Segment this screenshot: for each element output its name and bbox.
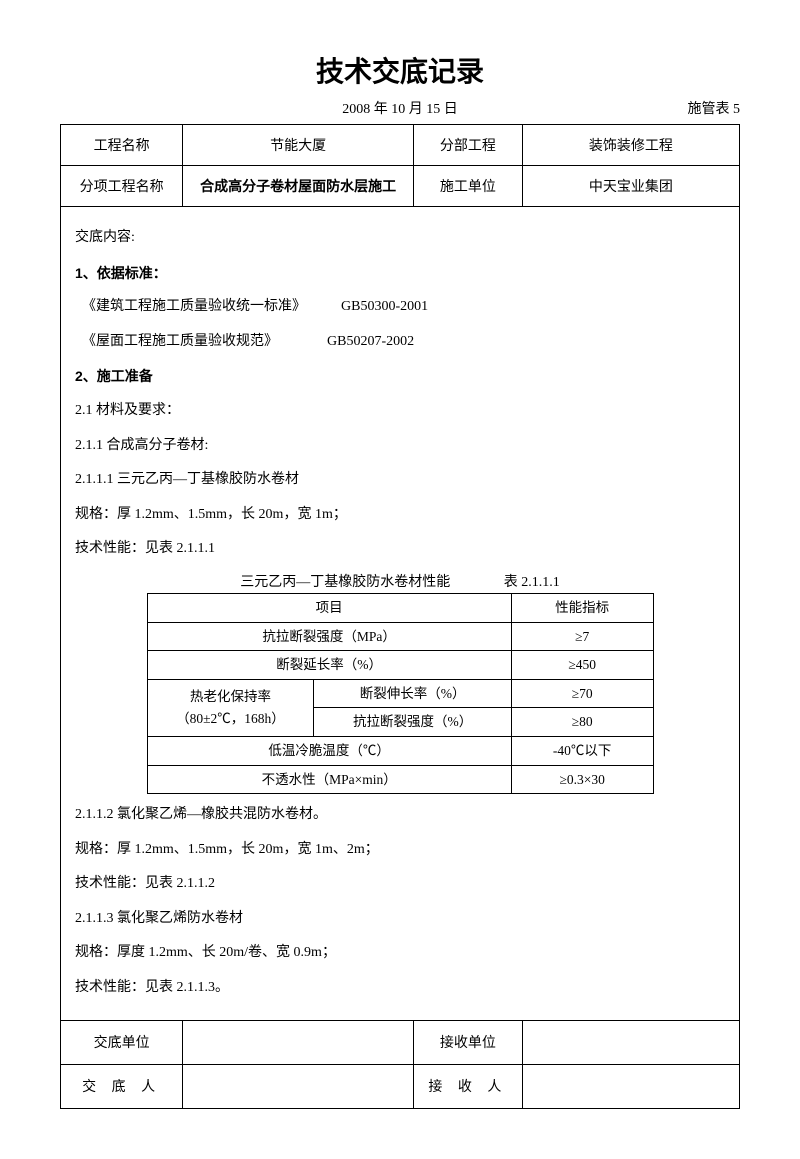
p-2-1-1-1-spec: 规格：厚 1.2mm、1.5mm，长 20m，宽 1m； — [75, 502, 725, 529]
inner-r2-item: 断裂延长率（%） — [147, 651, 511, 680]
inner-r1-item: 抗拉断裂强度（MPa） — [147, 622, 511, 651]
doc-title: 技术交底记录 — [60, 50, 740, 90]
inner-r3b-item: 抗拉断裂强度（%） — [314, 708, 511, 737]
recv-unit-label: 接收单位 — [414, 1020, 523, 1064]
send-person-value — [183, 1064, 414, 1108]
content-heading: 交底内容: — [75, 225, 725, 252]
p-2-1-1-2: 2.1.1.2 氯化聚乙烯—橡胶共混防水卷材。 — [75, 802, 725, 829]
p-2-1-1-1-perf: 技术性能：见表 2.1.1.1 — [75, 536, 725, 563]
division-label: 分部工程 — [414, 125, 523, 166]
inner-header-item: 项目 — [147, 593, 511, 622]
footer-row-2: 交 底 人 接 收 人 — [61, 1064, 740, 1108]
project-name: 节能大厦 — [183, 125, 414, 166]
inner-r3a-val: ≥70 — [511, 679, 653, 708]
inner-r5-val: ≥0.3×30 — [511, 765, 653, 794]
subitem-value: 合成高分子卷材屋面防水层施工 — [183, 166, 414, 207]
standard-2: 《屋面工程施工质量验收规范》 GB50207-2002 — [75, 329, 725, 356]
inner-r2-val: ≥450 — [511, 651, 653, 680]
inner-caption-right: 表 2.1.1.1 — [504, 575, 560, 590]
recv-person-label: 接 收 人 — [414, 1064, 523, 1108]
subitem-label: 分项工程名称 — [61, 166, 183, 207]
p-2-1-1-1: 2.1.1.1 三元乙丙—丁基橡胶防水卷材 — [75, 467, 725, 494]
recv-unit-value — [522, 1020, 739, 1064]
inner-r3a-item: 断裂伸长率（%） — [314, 679, 511, 708]
section-2-title: 2、施工准备 — [75, 363, 725, 390]
p-2-1-1-3-spec: 规格：厚度 1.2mm、长 20m/卷、宽 0.9m； — [75, 940, 725, 967]
inner-header-value: 性能指标 — [511, 593, 653, 622]
inner-table-caption: 三元乙丙—丁基橡胶防水卷材性能 表 2.1.1.1 — [75, 571, 725, 591]
standard-1: 《建筑工程施工质量验收统一标准》 GB50300-2001 — [75, 294, 725, 321]
send-unit-label: 交底单位 — [61, 1020, 183, 1064]
p-2-1-1-3-perf: 技术性能：见表 2.1.1.3。 — [75, 975, 725, 1002]
standard-1-code: GB50300-2001 — [341, 299, 428, 314]
header-row-2: 分项工程名称 合成高分子卷材屋面防水层施工 施工单位 中天宝业集团 — [61, 166, 740, 207]
p-2-1-1-2-spec: 规格：厚 1.2mm、1.5mm，长 20m，宽 1m、2m； — [75, 837, 725, 864]
inner-r5-item: 不透水性（MPa×min） — [147, 765, 511, 794]
send-unit-value — [183, 1020, 414, 1064]
doc-date: 2008 年 10 月 15 日 — [342, 102, 458, 117]
recv-person-value — [522, 1064, 739, 1108]
performance-table: 项目 性能指标 抗拉断裂强度（MPa） ≥7 断裂延长率（%） ≥450 热老化… — [147, 593, 654, 794]
footer-row-1: 交底单位 接收单位 — [61, 1020, 740, 1064]
inner-r3b-val: ≥80 — [511, 708, 653, 737]
section-1-title: 1、依据标准： — [75, 260, 725, 287]
p-2-1-1-3: 2.1.1.3 氯化聚乙烯防水卷材 — [75, 906, 725, 933]
inner-r3-left: 热老化保持率 （80±2℃，168h） — [147, 679, 314, 736]
header-row-1: 工程名称 节能大厦 分部工程 装饰装修工程 — [61, 125, 740, 166]
project-name-label: 工程名称 — [61, 125, 183, 166]
p-2-1-1: 2.1.1 合成高分子卷材: — [75, 433, 725, 460]
p-2-1: 2.1 材料及要求： — [75, 398, 725, 425]
inner-r1-val: ≥7 — [511, 622, 653, 651]
table-number-label: 施管表 5 — [688, 98, 741, 118]
standard-2-code: GB50207-2002 — [327, 334, 414, 349]
main-table: 工程名称 节能大厦 分部工程 装饰装修工程 分项工程名称 合成高分子卷材屋面防水… — [60, 124, 740, 1109]
inner-r3-left-l2: （80±2℃，168h） — [176, 711, 285, 726]
send-person-label: 交 底 人 — [61, 1064, 183, 1108]
inner-r4-item: 低温冷脆温度（℃） — [147, 736, 511, 765]
inner-r3-left-l1: 热老化保持率 — [190, 689, 271, 704]
construction-unit-value: 中天宝业集团 — [522, 166, 739, 207]
standard-1-name: 《建筑工程施工质量验收统一标准》 — [82, 299, 306, 314]
construction-unit-label: 施工单位 — [414, 166, 523, 207]
inner-r4-val: -40℃以下 — [511, 736, 653, 765]
content-cell: 交底内容: 1、依据标准： 《建筑工程施工质量验收统一标准》 GB50300-2… — [61, 207, 740, 1021]
inner-caption-left: 三元乙丙—丁基橡胶防水卷材性能 — [240, 571, 450, 591]
p-2-1-1-2-perf: 技术性能：见表 2.1.1.2 — [75, 871, 725, 898]
division-value: 装饰装修工程 — [522, 125, 739, 166]
standard-2-name: 《屋面工程施工质量验收规范》 — [82, 334, 278, 349]
